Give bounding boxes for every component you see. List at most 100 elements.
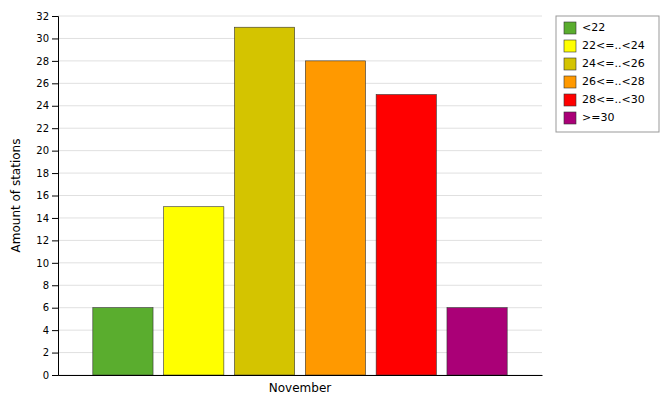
legend-swatch	[564, 112, 576, 124]
legend-item: >=30	[564, 111, 614, 124]
y-tick: 10	[36, 258, 58, 269]
y-tick-mark	[52, 240, 58, 241]
y-tick-mark	[52, 16, 58, 17]
y-axis-title: Amount of stations	[9, 139, 23, 253]
y-tick-mark	[52, 330, 58, 331]
grid-line	[58, 83, 542, 84]
y-tick: 26	[36, 78, 58, 89]
y-tick-label: 20	[36, 145, 49, 156]
y-tick-mark	[52, 263, 58, 264]
axis-domain	[59, 375, 543, 376]
y-tick: 16	[36, 190, 58, 201]
y-tick: 4	[43, 325, 58, 336]
legend-item: 24<=..<26	[564, 57, 645, 70]
legend: <22 22<=..<24 24<=..<26 26<=..<28 28<=..<30 >…	[556, 16, 659, 132]
y-tick-mark	[52, 173, 58, 174]
bar	[376, 95, 436, 375]
x-axis: November	[59, 376, 543, 395]
legend-item: <22	[564, 21, 605, 34]
y-axis: 02468101214161820222426283032	[36, 11, 58, 381]
y-tick-label: 14	[36, 213, 49, 224]
y-tick-label: 28	[36, 56, 49, 67]
legend-label: 22<=..<24	[582, 39, 645, 52]
y-tick-mark	[52, 61, 58, 62]
legend-swatch	[564, 40, 576, 52]
grid-line	[58, 128, 542, 129]
y-tick-mark	[52, 218, 58, 219]
y-tick-mark	[52, 38, 58, 39]
legend-swatch	[564, 58, 576, 70]
grid	[58, 16, 542, 375]
bar	[164, 207, 224, 375]
legend-label: 28<=..<30	[582, 93, 645, 106]
y-tick: 6	[43, 302, 58, 313]
y-tick-label: 8	[43, 280, 49, 291]
grid-line	[58, 38, 542, 39]
legend-label: 26<=..<28	[582, 75, 645, 88]
legend-label: >=30	[582, 111, 614, 124]
y-tick-label: 32	[36, 11, 49, 22]
legend-item: 26<=..<28	[564, 75, 645, 88]
legend-item: 28<=..<30	[564, 93, 645, 106]
y-tick-label: 10	[36, 258, 49, 269]
y-tick-label: 22	[36, 123, 49, 134]
grid-line	[58, 16, 542, 17]
bar	[234, 27, 294, 375]
grid-line	[58, 173, 542, 174]
grid-line	[58, 105, 542, 106]
y-tick: 18	[36, 168, 58, 179]
y-tick-label: 0	[43, 370, 49, 381]
y-tick: 12	[36, 235, 58, 246]
y-tick-label: 18	[36, 168, 49, 179]
y-tick: 30	[36, 33, 58, 44]
plot: 02468101214161820222426283032November	[36, 11, 542, 395]
y-tick-label: 30	[36, 33, 49, 44]
y-tick-mark	[52, 83, 58, 84]
axis-domain	[52, 17, 59, 376]
grid-line	[58, 262, 542, 263]
chart: 02468101214161820222426283032NovemberAmo…	[0, 0, 667, 415]
y-tick-mark	[52, 106, 58, 107]
legend-label: <22	[582, 21, 605, 34]
x-tick: November	[269, 381, 331, 395]
y-tick-mark	[52, 285, 58, 286]
y-tick: 14	[36, 213, 58, 224]
bar	[447, 308, 507, 375]
y-tick: 28	[36, 56, 58, 67]
y-tick-label: 4	[43, 325, 49, 336]
grid-line	[58, 195, 542, 196]
y-tick: 20	[36, 145, 58, 156]
y-tick-mark	[52, 151, 58, 152]
y-tick: 2	[43, 347, 58, 358]
legend-item: 22<=..<24	[564, 39, 645, 52]
legend-label: 24<=..<26	[582, 57, 645, 70]
bar	[305, 61, 365, 375]
y-tick-label: 16	[36, 190, 49, 201]
grid-line	[58, 150, 542, 151]
y-tick: 24	[36, 100, 58, 111]
y-tick-label: 24	[36, 100, 49, 111]
grid-line	[58, 285, 542, 286]
grid-line	[58, 60, 542, 61]
bar	[93, 308, 153, 375]
bars	[93, 27, 507, 375]
legend-swatch	[564, 76, 576, 88]
y-tick-label: 6	[43, 302, 49, 313]
y-tick-label: 2	[43, 347, 49, 358]
y-tick: 32	[36, 11, 58, 22]
legend-swatch	[564, 22, 576, 34]
y-tick-label: 26	[36, 78, 49, 89]
y-tick: 0	[43, 370, 58, 381]
legend-swatch	[564, 94, 576, 106]
y-tick-mark	[52, 308, 58, 309]
y-tick: 22	[36, 123, 58, 134]
y-tick-mark	[52, 375, 58, 376]
y-tick: 8	[43, 280, 58, 291]
legend-frame	[556, 16, 659, 132]
grid-line	[58, 217, 542, 218]
x-tick-label: November	[269, 381, 331, 395]
y-tick-label: 12	[36, 235, 49, 246]
y-tick-mark	[52, 196, 58, 197]
grid-line	[58, 240, 542, 241]
y-tick-mark	[52, 353, 58, 354]
